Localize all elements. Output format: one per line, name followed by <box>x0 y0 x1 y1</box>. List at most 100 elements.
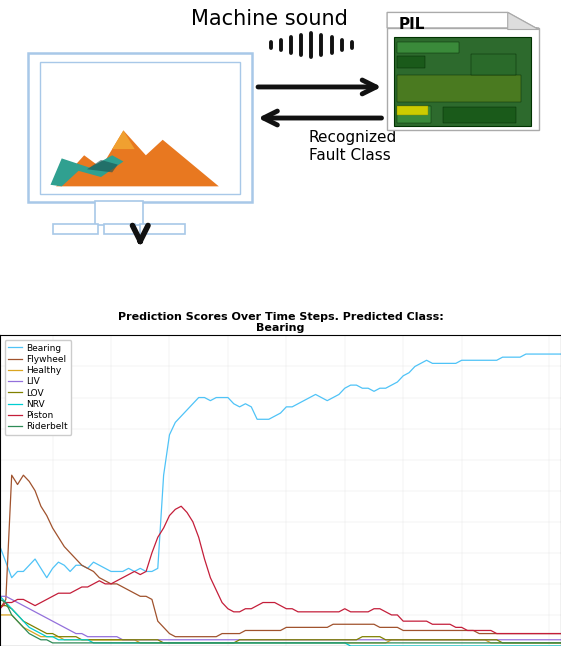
Polygon shape <box>508 12 539 30</box>
Riderbelt <box>0 596 3 603</box>
LIV <box>14 599 21 607</box>
Bearing <box>149 568 155 576</box>
LIV <box>558 636 561 643</box>
FancyBboxPatch shape <box>104 224 135 234</box>
Piston <box>178 503 185 510</box>
Polygon shape <box>50 155 123 186</box>
LOV <box>142 636 149 643</box>
LIV <box>324 636 330 643</box>
NRV <box>14 611 21 619</box>
NRV <box>558 642 561 646</box>
LIV <box>38 611 44 619</box>
Flywheel <box>149 596 155 603</box>
Bearing <box>8 574 15 581</box>
Riderbelt <box>435 639 442 646</box>
Healthy <box>324 639 330 646</box>
NRV <box>38 630 44 638</box>
Piston <box>283 605 289 612</box>
FancyBboxPatch shape <box>40 62 240 194</box>
LOV <box>558 639 561 646</box>
Riderbelt <box>38 636 44 643</box>
Polygon shape <box>87 160 118 172</box>
Legend: Bearing, Flywheel, Healthy, LIV, LOV, NRV, Piston, Riderbelt: Bearing, Flywheel, Healthy, LIV, LOV, NR… <box>4 340 71 435</box>
FancyBboxPatch shape <box>53 224 98 234</box>
FancyBboxPatch shape <box>397 42 459 53</box>
Piston <box>324 608 330 616</box>
Piston <box>38 599 44 607</box>
Text: Machine sound: Machine sound <box>191 9 348 29</box>
NRV <box>318 639 325 646</box>
FancyBboxPatch shape <box>443 107 516 123</box>
Healthy <box>38 633 44 641</box>
Riderbelt <box>558 639 561 646</box>
LIV <box>435 636 442 643</box>
Polygon shape <box>56 130 219 186</box>
Flywheel <box>441 627 448 634</box>
Line: Flywheel: Flywheel <box>0 475 561 637</box>
FancyBboxPatch shape <box>387 28 539 130</box>
Piston <box>0 605 3 612</box>
Flywheel <box>8 472 15 479</box>
Healthy <box>14 618 21 625</box>
Healthy <box>137 639 144 646</box>
Line: Healthy: Healthy <box>0 615 561 643</box>
Flywheel <box>43 512 50 519</box>
Text: PIL: PIL <box>398 17 425 32</box>
Piston <box>435 620 442 628</box>
Riderbelt <box>149 639 155 646</box>
Piston <box>14 596 21 603</box>
LIV <box>119 636 126 643</box>
LOV <box>283 636 289 643</box>
Bearing <box>283 403 289 411</box>
Piston <box>493 630 500 638</box>
Riderbelt <box>283 639 289 646</box>
Line: NRV: NRV <box>0 596 561 646</box>
LOV <box>324 636 330 643</box>
NRV <box>347 642 354 646</box>
Healthy <box>435 636 442 643</box>
Line: Riderbelt: Riderbelt <box>0 599 561 643</box>
LOV <box>14 611 21 619</box>
FancyBboxPatch shape <box>95 201 143 225</box>
FancyBboxPatch shape <box>397 56 425 68</box>
Healthy <box>558 639 561 646</box>
LIV <box>149 636 155 643</box>
Bearing <box>435 359 442 367</box>
LOV <box>38 627 44 634</box>
Piston <box>558 630 561 638</box>
Line: Bearing: Bearing <box>0 354 561 578</box>
LIV <box>283 636 289 643</box>
Healthy <box>0 611 3 619</box>
Riderbelt <box>49 639 56 646</box>
Flywheel <box>0 605 3 612</box>
Bearing <box>20 568 27 576</box>
FancyBboxPatch shape <box>28 53 252 202</box>
FancyBboxPatch shape <box>397 106 428 115</box>
Flywheel <box>172 633 178 641</box>
Line: LOV: LOV <box>0 605 561 643</box>
Flywheel <box>558 630 561 638</box>
Bearing <box>324 397 330 404</box>
Flywheel <box>20 472 27 479</box>
FancyBboxPatch shape <box>471 54 516 74</box>
LOV <box>160 639 167 646</box>
Bearing <box>523 350 530 358</box>
Healthy <box>149 639 155 646</box>
FancyBboxPatch shape <box>397 105 431 123</box>
Healthy <box>283 639 289 646</box>
Riderbelt <box>14 618 21 625</box>
NRV <box>435 642 442 646</box>
Title: Prediction Scores Over Time Steps. Predicted Class:
Bearing: Prediction Scores Over Time Steps. Predi… <box>118 311 443 333</box>
Flywheel <box>330 620 337 628</box>
NRV <box>0 592 3 600</box>
FancyBboxPatch shape <box>140 224 185 234</box>
Riderbelt <box>324 639 330 646</box>
FancyBboxPatch shape <box>397 74 521 103</box>
LOV <box>0 601 3 609</box>
Polygon shape <box>387 12 539 30</box>
LIV <box>0 592 3 600</box>
Line: Piston: Piston <box>0 506 561 634</box>
Polygon shape <box>112 130 135 149</box>
Text: Recognized
Fault Class: Recognized Fault Class <box>309 130 397 163</box>
Bearing <box>0 543 3 550</box>
